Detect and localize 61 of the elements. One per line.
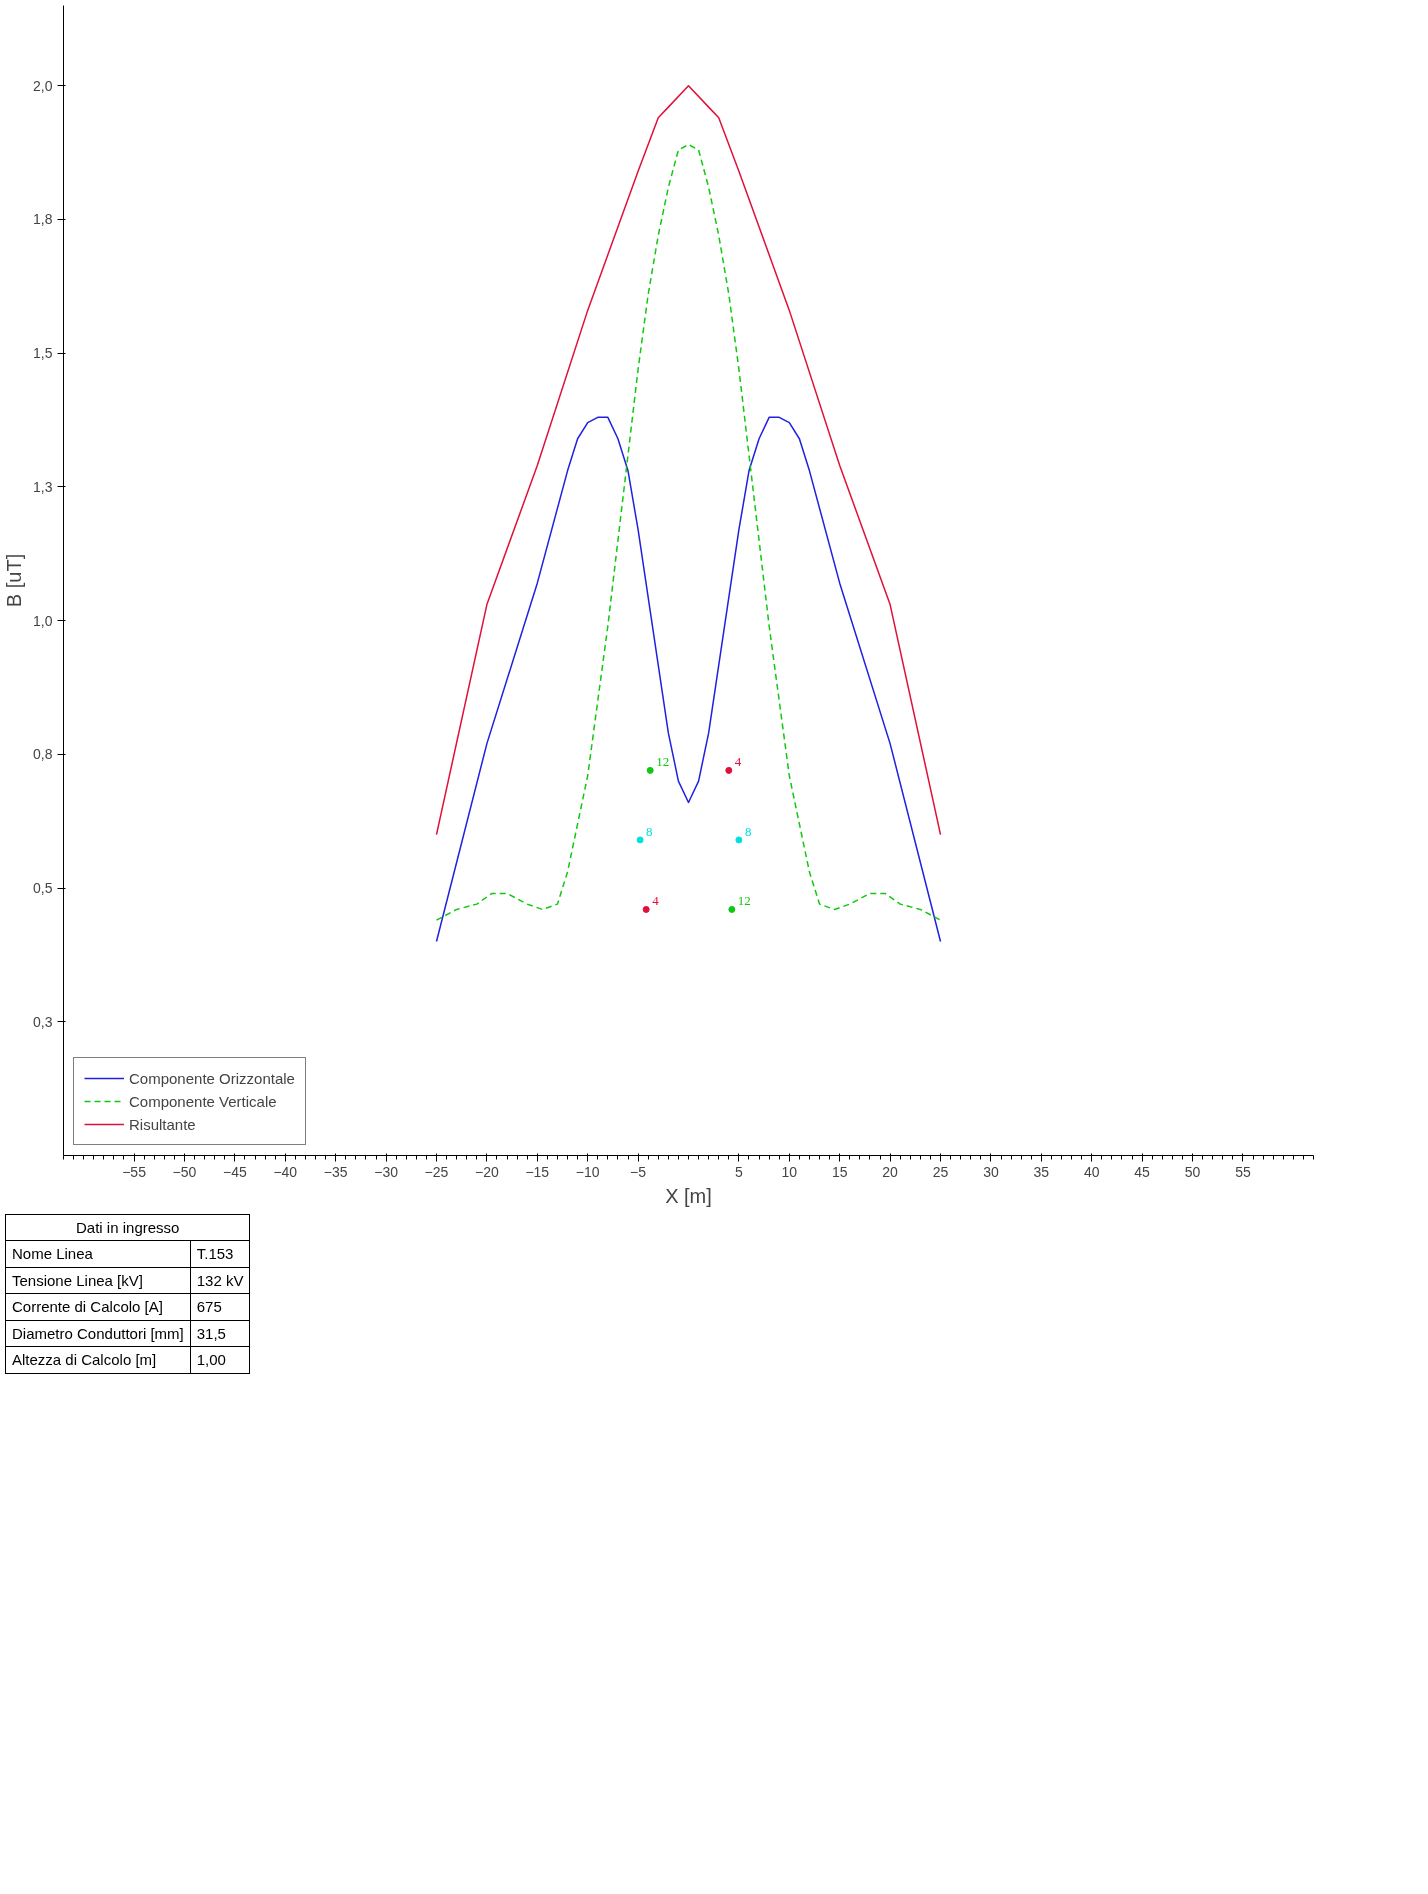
annotation: 12 <box>656 754 670 770</box>
x-tick-label: −45 <box>223 1163 247 1180</box>
x-tick-label: 40 <box>1083 1163 1100 1180</box>
line-series <box>435 84 942 836</box>
x-tick-label: −30 <box>374 1163 399 1180</box>
x-tick-label: 50 <box>1184 1163 1201 1180</box>
x-tick-label: −50 <box>172 1163 197 1180</box>
y-tick-label: 1,0 <box>33 612 53 629</box>
legend-label: Risultante <box>129 1115 196 1133</box>
y-tick-label: 1,8 <box>33 211 53 228</box>
point <box>642 905 650 913</box>
text: 1,00 <box>190 1346 250 1374</box>
y-tick-label: 0,5 <box>33 880 53 897</box>
x-tick-label: −10 <box>575 1163 600 1180</box>
text: T.153 <box>190 1240 250 1268</box>
x-tick-label: 35 <box>1033 1163 1050 1180</box>
point <box>725 766 733 774</box>
x-tick-label: −25 <box>424 1163 449 1180</box>
legend-label: Componente Orizzontale <box>129 1069 295 1087</box>
y-tick-label: 0,3 <box>33 1013 53 1030</box>
text: Diametro Conduttori [mm] <box>5 1320 191 1347</box>
x-tick-label: 15 <box>831 1163 848 1180</box>
text: 675 <box>190 1293 250 1321</box>
annotation: 12 <box>737 893 751 909</box>
x-tick-label: −20 <box>475 1163 499 1180</box>
annotation: 4 <box>734 754 742 770</box>
x-tick-label: −35 <box>323 1163 348 1180</box>
x-tick-label: −40 <box>273 1163 298 1180</box>
x-tick-label: 30 <box>983 1163 999 1180</box>
x-tick-label: 10 <box>781 1163 798 1180</box>
line-series <box>435 416 942 943</box>
y-tick-label: 0,8 <box>33 746 53 763</box>
text: Nome Linea <box>5 1240 191 1268</box>
annotation: 4 <box>652 893 660 909</box>
text: Corrente di Calcolo [A] <box>5 1293 191 1321</box>
text: 132 kV <box>190 1267 250 1294</box>
x-tick-label: 20 <box>882 1163 899 1180</box>
annotation: 8 <box>744 823 752 839</box>
text: Tensione Linea [kV] <box>5 1267 191 1294</box>
x-tick-label: 5 <box>735 1163 744 1180</box>
text: Altezza di Calcolo [m] <box>5 1346 191 1374</box>
x-tick-label: −55 <box>122 1163 147 1180</box>
text: 31,5 <box>190 1320 250 1347</box>
x-tick-label: 25 <box>932 1163 949 1180</box>
text: Dati in ingresso <box>5 1214 250 1241</box>
y-tick-label: 1,3 <box>33 478 53 495</box>
legend-label: Componente Verticale <box>129 1092 277 1110</box>
point <box>646 766 654 774</box>
x-tick-label: 55 <box>1235 1163 1251 1180</box>
y-tick-label: 2,0 <box>33 77 53 94</box>
point <box>636 836 644 844</box>
y-axis-title: B [uT] <box>3 553 26 608</box>
y-tick-label: 1,5 <box>33 345 53 362</box>
x-axis-title: X [m] <box>665 1184 712 1207</box>
point <box>728 905 736 913</box>
x-tick-label: −15 <box>525 1163 550 1180</box>
x-tick-label: 45 <box>1134 1163 1151 1180</box>
line-series <box>435 143 942 921</box>
point <box>735 836 743 844</box>
x-tick-label: −5 <box>630 1163 647 1180</box>
annotation: 8 <box>646 823 653 839</box>
